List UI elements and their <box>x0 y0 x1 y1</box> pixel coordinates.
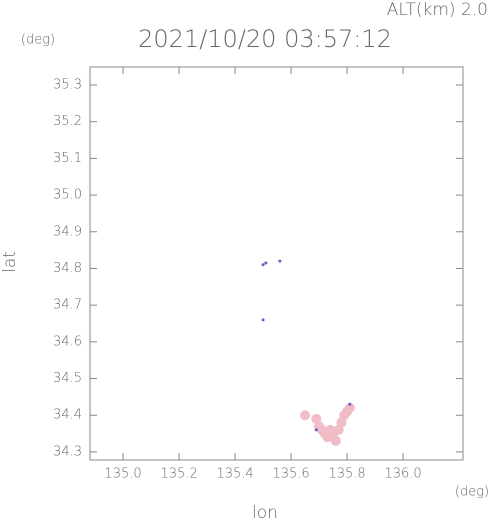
y-tick-label: 34.5 <box>53 371 82 386</box>
altitude-label: ALT(km) 2.0 <box>387 0 488 20</box>
y-axis-label: lat <box>0 251 20 273</box>
radar-echo <box>314 428 318 432</box>
x-tick-label: 136.0 <box>384 467 421 482</box>
y-tick-label: 35.0 <box>53 188 82 203</box>
x-tick-label: 135.8 <box>328 467 365 482</box>
radar-echo <box>264 261 268 265</box>
chart-title: 2021/10/20 03:57:12 <box>138 25 392 53</box>
radar-echo <box>261 318 265 322</box>
x-axis-label: lon <box>252 503 278 521</box>
radar-echo <box>300 410 311 421</box>
x-unit: (deg) <box>455 485 489 500</box>
radar-echo <box>339 410 350 421</box>
radar-echo <box>278 259 282 263</box>
y-tick-label: 34.7 <box>53 298 82 313</box>
radar-echo <box>333 424 344 435</box>
y-tick-label: 35.1 <box>53 151 82 166</box>
radar-echo <box>261 263 265 267</box>
y-tick-label: 35.2 <box>53 114 82 129</box>
plot-frame <box>89 66 464 461</box>
x-tick-label: 135.2 <box>160 467 197 482</box>
radar-echo <box>348 402 352 406</box>
y-unit: (deg) <box>21 33 55 48</box>
radar-echo <box>316 424 327 435</box>
y-tick-label: 34.4 <box>53 408 82 423</box>
radar-echo <box>344 402 355 413</box>
radar-echo <box>322 432 333 443</box>
y-tick-label: 35.3 <box>53 77 82 92</box>
radar-echo <box>330 435 341 446</box>
x-tick-label: 135.6 <box>272 467 309 482</box>
y-tick-label: 34.6 <box>53 334 82 349</box>
x-tick-label: 135.4 <box>216 467 253 482</box>
y-tick-label: 34.8 <box>53 261 82 276</box>
y-tick-label: 34.3 <box>53 444 82 459</box>
x-tick-label: 135.0 <box>104 467 141 482</box>
y-tick-label: 34.9 <box>53 224 82 239</box>
